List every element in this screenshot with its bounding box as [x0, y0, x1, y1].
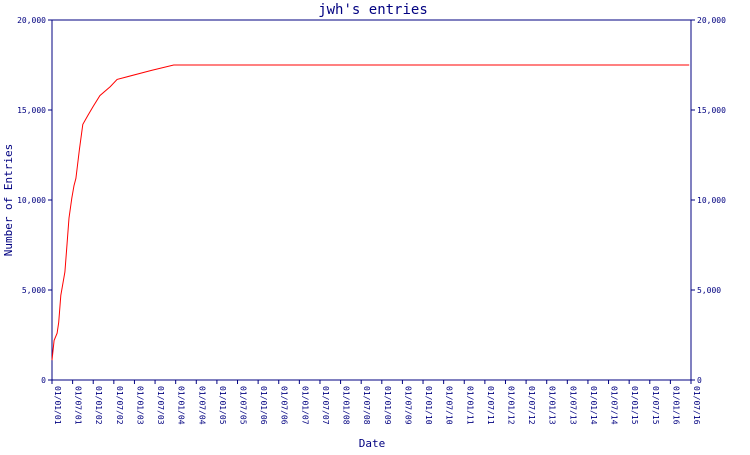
x-tick-label: 01/01/05: [218, 386, 227, 425]
x-tick-label: 01/07/10: [445, 386, 454, 425]
x-tick-label: 01/01/03: [135, 386, 144, 425]
y-axis-right: 0 5,000 10,000 15,000 20,000: [691, 16, 726, 385]
series-group: [51, 64, 690, 361]
x-tick-label: 01/07/11: [486, 386, 495, 425]
x-tick-label: 01/07/14: [610, 386, 619, 425]
y-tick-label-left: 15,000: [17, 106, 46, 115]
x-tick-label: 01/01/04: [177, 386, 186, 425]
x-tick-label: 01/01/15: [630, 386, 639, 425]
x-tick-label: 01/01/12: [506, 386, 515, 425]
x-tick-label: 01/01/01: [53, 386, 62, 425]
y-tick-label-right: 10,000: [697, 196, 726, 205]
series-line: [51, 64, 690, 361]
x-tick-label: 01/07/15: [651, 386, 660, 425]
x-tick-label: 01/07/16: [692, 386, 701, 425]
y-tick-label-right: 5,000: [697, 286, 721, 295]
x-tick-label: 01/07/09: [403, 386, 412, 425]
x-tick-label: 01/01/14: [589, 386, 598, 425]
plot-frame: [51, 19, 692, 381]
x-tick-label: 01/07/01: [74, 386, 83, 425]
x-tick-label: 01/07/07: [321, 386, 330, 425]
x-tick-label: 01/01/08: [342, 386, 351, 425]
chart-title: jwh's entries: [318, 2, 428, 18]
x-tick-label: 01/01/07: [300, 386, 309, 425]
x-tick-label: 01/07/02: [115, 386, 124, 425]
y-tick-label-left: 5,000: [22, 286, 46, 295]
y-axis-label: Number of Entries: [2, 144, 15, 257]
y-tick-label-left: 10,000: [17, 196, 46, 205]
y-tick-label-left: 0: [41, 376, 46, 385]
y-tick-label-right: 15,000: [697, 106, 726, 115]
x-tick-label: 01/07/05: [239, 386, 248, 425]
y-tick-label-left: 20,000: [17, 16, 46, 25]
x-tick-label: 01/01/11: [465, 386, 474, 425]
x-tick-label: 01/01/09: [383, 386, 392, 425]
x-tick-label: 01/01/16: [671, 386, 680, 425]
x-tick-label: 01/07/13: [568, 386, 577, 425]
x-tick-label: 01/01/02: [94, 386, 103, 425]
y-tick-label-right: 0: [697, 376, 702, 385]
x-tick-label: 01/01/10: [424, 386, 433, 425]
x-tick-label: 01/07/06: [280, 386, 289, 425]
x-tick-label: 01/07/08: [362, 386, 371, 425]
x-tick-label: 01/07/03: [156, 386, 165, 425]
x-tick-label: 01/01/13: [548, 386, 557, 425]
x-tick-label: 01/07/04: [197, 386, 206, 425]
x-axis: 01/01/01 01/07/01 01/01/02 01/07/02 01/01/03…: [51, 380, 701, 425]
y-axis-left: 0 5,000 10,000 15,000 20,000: [17, 16, 52, 385]
x-tick-label: 01/01/06: [259, 386, 268, 425]
y-tick-label-right: 20,000: [697, 16, 726, 25]
x-tick-label: 01/07/12: [527, 386, 536, 425]
x-axis-label: Date: [359, 437, 386, 450]
